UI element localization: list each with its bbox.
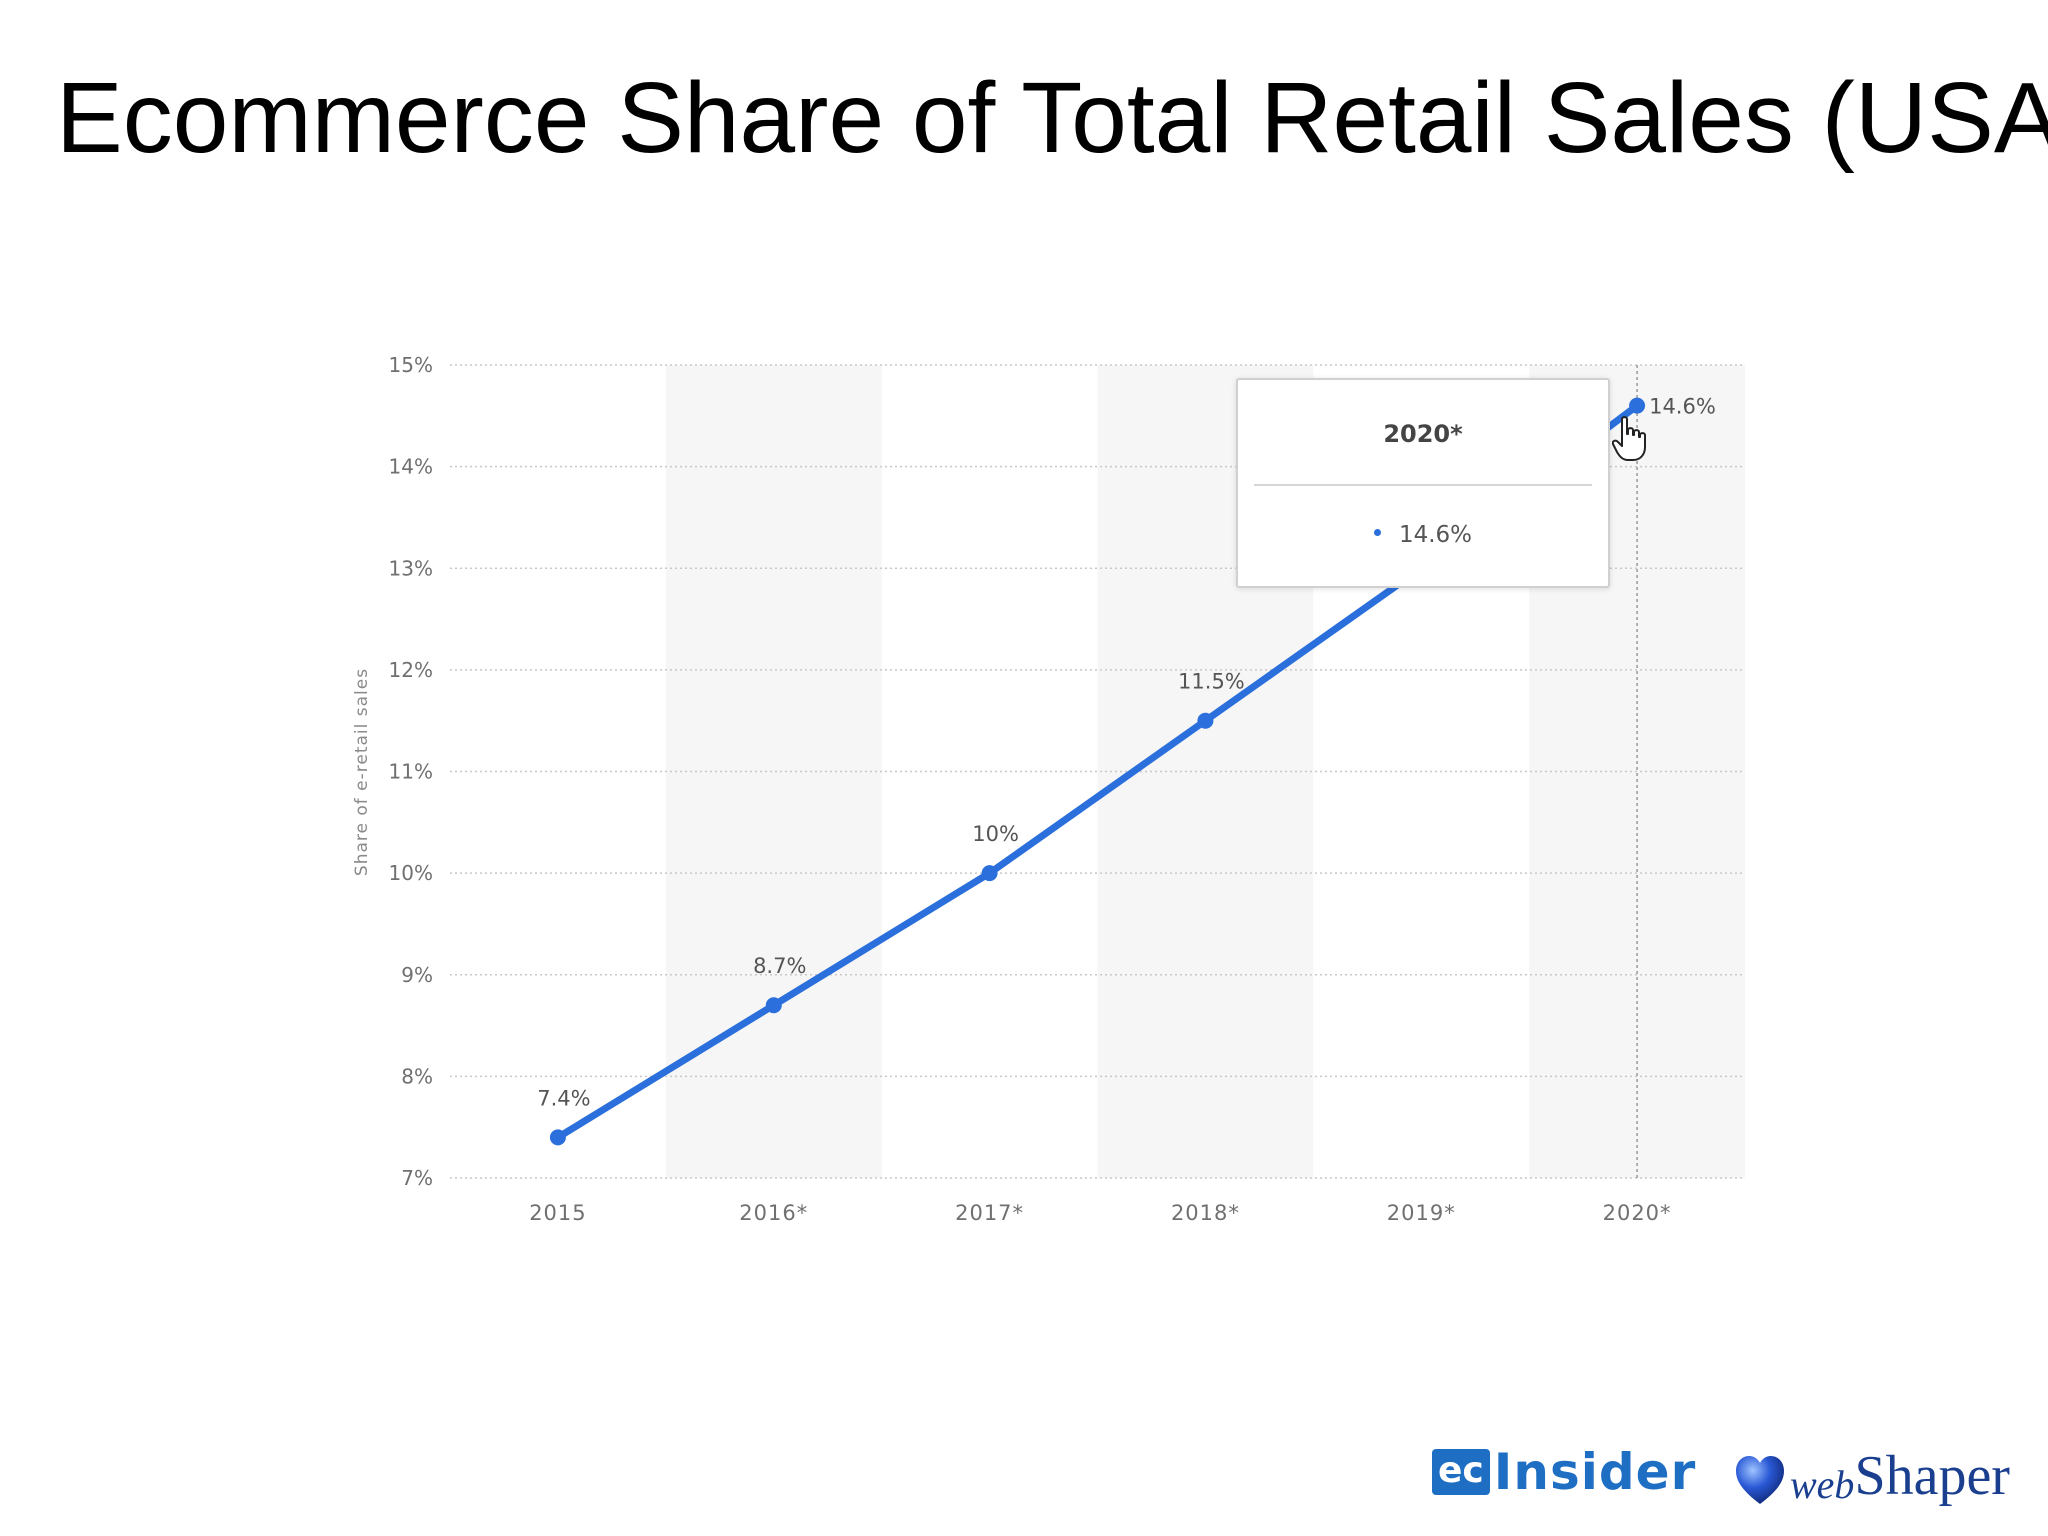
y-tick-label: 13% <box>389 556 433 580</box>
y-tick-label: 9% <box>401 963 433 987</box>
y-tick-label: 12% <box>389 658 433 682</box>
ecinsider-logo: ec Insider <box>1432 1443 1696 1501</box>
tooltip-divider <box>1254 484 1592 486</box>
x-tick-label: 2020* <box>1603 1201 1672 1225</box>
data-label: 10% <box>972 822 1019 846</box>
data-point <box>1197 712 1214 729</box>
data-label: 11.5% <box>1178 670 1245 694</box>
slide-title: Ecommerce Share of Total Retail Sales (U… <box>56 62 2048 174</box>
gridlines <box>450 364 1745 1179</box>
data-point <box>549 1129 566 1146</box>
y-tick-label: 14% <box>389 455 433 479</box>
y-axis-ticks: 7% 8% 9% 10% 11% 12% 13% 14% 15% <box>389 353 433 1190</box>
tooltip-title: 2020* <box>1383 420 1463 448</box>
category-band <box>665 365 882 1178</box>
y-tick-label: 11% <box>389 760 433 784</box>
x-axis-ticks: 2015 2016* 2017* 2018* 2019* 2020* <box>529 1201 1672 1225</box>
y-tick-label: 15% <box>389 353 433 377</box>
x-tick-label: 2019* <box>1387 1201 1456 1225</box>
data-labels: 7.4% 8.7% 10% 11.5% 14.6% <box>537 395 1716 1111</box>
x-tick-label: 2016* <box>739 1201 808 1225</box>
data-label: 8.7% <box>753 954 806 978</box>
tooltip-value: 14.6% <box>1398 522 1473 548</box>
x-tick-label: 2017* <box>955 1201 1024 1225</box>
data-point <box>1629 397 1646 414</box>
data-point <box>765 997 782 1014</box>
y-tick-label: 10% <box>389 861 433 885</box>
tooltip-value-row: 14.6% <box>1238 522 1608 548</box>
x-tick-label: 2015 <box>529 1201 586 1225</box>
y-tick-label: 7% <box>401 1166 433 1190</box>
y-axis-title: Share of e-retail sales <box>352 668 372 876</box>
web-logo-word: web <box>1790 1462 1855 1507</box>
chart-tooltip: 2020* 14.6% <box>1236 378 1610 588</box>
tooltip-series-dot <box>1373 529 1381 536</box>
data-point <box>981 865 998 882</box>
heart-icon <box>1736 1456 1784 1504</box>
hand-pointer-icon <box>1612 416 1646 461</box>
y-tick-label: 8% <box>401 1064 433 1088</box>
webshaper-logo: web Shaper <box>1734 1438 2010 1508</box>
data-label: 7.4% <box>537 1086 590 1110</box>
insider-logo-word: Insider <box>1493 1443 1697 1501</box>
shaper-logo-word: Shaper <box>1854 1445 2010 1507</box>
x-tick-label: 2018* <box>1171 1201 1240 1225</box>
data-label: 14.6% <box>1649 395 1716 419</box>
ec-logo-mark: ec <box>1432 1449 1490 1495</box>
